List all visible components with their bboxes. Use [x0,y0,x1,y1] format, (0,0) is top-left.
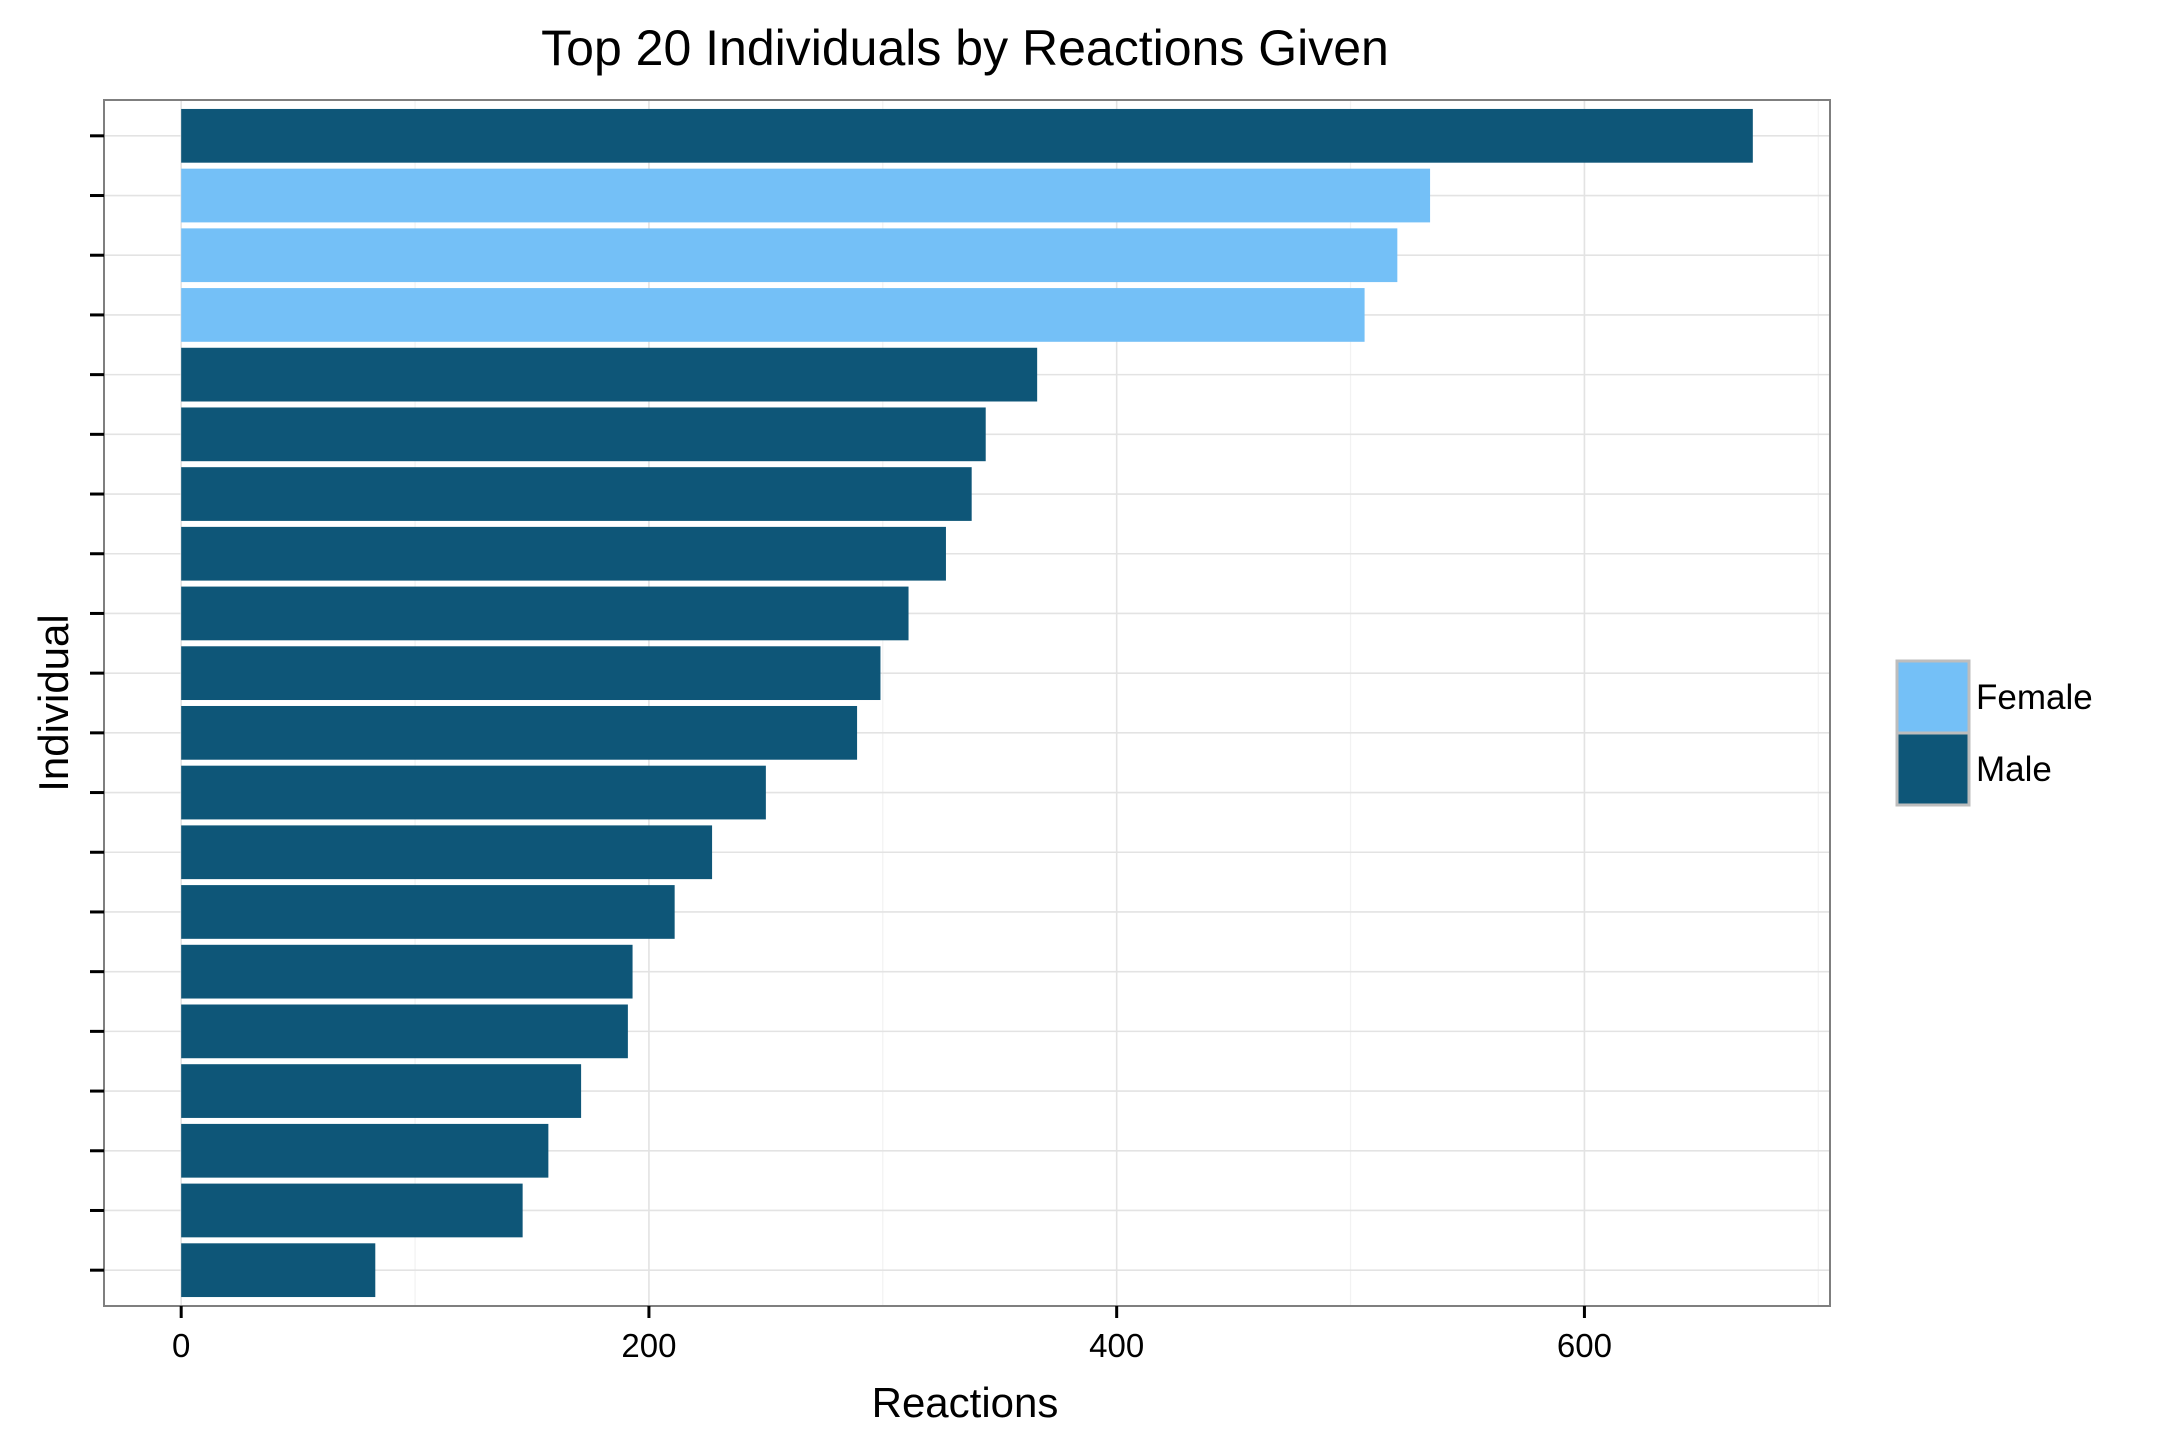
x-axis-title: Reactions [872,1379,1059,1426]
bar-13 [181,825,713,880]
y-axis-title: Individual [30,614,77,791]
x-tick-label: 400 [1089,1327,1144,1364]
x-tick-label: 200 [621,1327,676,1364]
bar-11 [181,705,858,760]
bar-17 [181,1064,582,1118]
y-axis-ticks [90,134,104,1272]
plot-border [103,99,1831,1307]
legend-label-female: Female [1976,678,2093,717]
bar-8 [181,526,946,581]
bar-5 [181,347,1038,402]
bar-1 [181,108,1753,163]
bar-12 [181,765,766,820]
x-tick-label: 0 [172,1327,190,1364]
bar-7 [181,467,972,521]
legend-label-male: Male [1976,750,2052,789]
bar-3 [181,228,1398,283]
bar-19 [181,1183,523,1238]
bar-20 [181,1243,376,1298]
bars [181,108,1753,1298]
legend-key-male [1895,731,1971,807]
bar-9 [181,586,909,641]
bar-16 [181,1004,628,1059]
bar-6 [181,407,986,462]
bar-14 [181,885,675,939]
bar-10 [181,646,881,701]
bar-4 [181,288,1365,342]
legend: Female Male [1895,659,2093,807]
x-tick-label: 600 [1557,1327,1612,1364]
chart-title: Top 20 Individuals by Reactions Given [541,20,1389,76]
bar-18 [181,1123,549,1178]
bar-15 [181,944,633,999]
x-axis-ticks: 0 200 400 600 [172,1306,1612,1364]
legend-key-female [1895,659,1971,735]
bar-2 [181,168,1431,223]
